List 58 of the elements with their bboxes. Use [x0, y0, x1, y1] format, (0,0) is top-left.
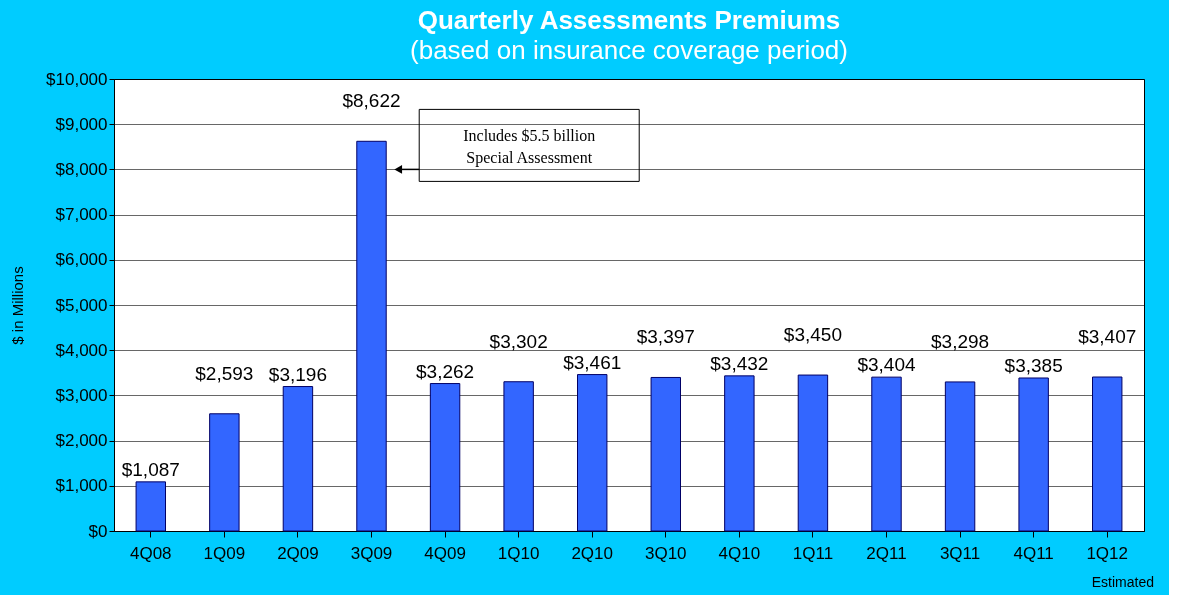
bar — [650, 376, 681, 532]
chart-subtitle: (based on insurance coverage period) — [410, 35, 848, 65]
bar — [209, 413, 240, 532]
data-label: $3,404 — [857, 354, 916, 376]
y-tick-label: $9,000 — [55, 114, 108, 134]
x-tick-label: 3Q09 — [350, 543, 393, 563]
y-tick-label: $1,000 — [55, 476, 108, 496]
data-label: $8,622 — [342, 90, 401, 112]
data-label: $3,302 — [489, 330, 548, 352]
data-label: $3,196 — [268, 363, 327, 385]
y-tick-label: $4,000 — [55, 340, 108, 360]
x-tick-label: 2Q09 — [277, 543, 319, 563]
bar — [503, 381, 534, 532]
chart-title: Quarterly Assessments Premiums — [417, 5, 841, 35]
x-tick-label: 4Q10 — [718, 543, 761, 563]
bar — [797, 374, 829, 532]
data-label: $3,407 — [1078, 326, 1137, 347]
y-tick-label: $6,000 — [55, 250, 108, 270]
bar — [429, 383, 461, 532]
x-tick-label: 3Q10 — [644, 543, 687, 563]
bar — [944, 381, 976, 532]
x-tick-label: 2Q11 — [866, 543, 907, 563]
y-tick-label: $5,000 — [55, 295, 108, 315]
y-tick-label: $2,000 — [55, 431, 108, 451]
annotation: Includes $5.5 billion Special Assessment — [463, 127, 596, 168]
data-label: $3,397 — [636, 326, 695, 348]
bar — [577, 374, 608, 532]
bar — [1092, 376, 1123, 532]
x-tick-label: 3Q11 — [939, 543, 981, 563]
x-tick-label: 4Q09 — [424, 543, 466, 563]
bar — [1018, 377, 1049, 532]
data-label: $3,262 — [416, 360, 475, 382]
x-tick-label: 4Q08 — [129, 543, 172, 563]
y-tick-label: $7,000 — [55, 205, 108, 225]
y-axis-title: $ in Millions — [9, 266, 27, 345]
data-label: $3,450 — [783, 324, 842, 346]
data-label: $3,461 — [563, 351, 622, 373]
x-tick-label: 1Q12 — [1086, 543, 1129, 563]
y-tick-label: $0 — [88, 521, 108, 541]
y-tick-label: $3,000 — [55, 385, 108, 405]
data-label: $3,385 — [1004, 355, 1063, 376]
data-label: $3,298 — [931, 330, 990, 352]
x-tick-label: 1Q11 — [792, 543, 834, 563]
bar — [135, 481, 166, 532]
x-tick-label: 1Q09 — [203, 543, 246, 563]
data-label: $1,087 — [121, 458, 180, 480]
x-tick-label: 2Q10 — [571, 543, 614, 563]
bar — [282, 386, 314, 532]
y-tick-label: $10,000 — [46, 69, 108, 89]
y-tick-label: $8,000 — [55, 159, 108, 179]
x-tick-label: 4Q11 — [1013, 543, 1054, 563]
text: Estimated — [1091, 574, 1154, 590]
data-label: $2,593 — [195, 362, 254, 384]
bar — [871, 376, 902, 532]
x-tick-label: 1Q10 — [497, 543, 540, 563]
bar — [724, 375, 755, 532]
data-label: $3,432 — [710, 352, 769, 374]
bar — [356, 140, 387, 532]
